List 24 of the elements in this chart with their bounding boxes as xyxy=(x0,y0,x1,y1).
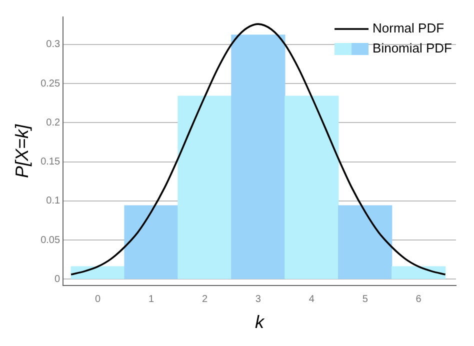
bar xyxy=(231,34,286,279)
x-tick-label: 0 xyxy=(95,294,102,306)
y-tick-label: 0.15 xyxy=(40,156,60,168)
legend-label: Binomial PDF xyxy=(372,40,452,56)
y-tick-label: 0 xyxy=(54,274,60,285)
y-tick-label: 0.2 xyxy=(46,117,60,128)
x-tick-label: 6 xyxy=(416,294,422,306)
y-tick-label: 0.1 xyxy=(46,196,60,207)
y-tick-label: 0.25 xyxy=(40,78,60,90)
y-tick-label: 0.3 xyxy=(46,39,60,50)
bar xyxy=(284,96,339,279)
bar xyxy=(392,266,446,279)
x-tick-label: 2 xyxy=(202,294,208,306)
y-axis-title: P[X=k] xyxy=(12,123,32,178)
x-axis-title: k xyxy=(255,312,266,332)
bar xyxy=(338,205,392,279)
y-tick-label: 0.05 xyxy=(40,234,60,246)
bar xyxy=(178,96,232,279)
x-tick-label: 3 xyxy=(255,294,262,306)
x-tick-label: 4 xyxy=(308,294,315,306)
x-tick-label: 1 xyxy=(148,294,154,306)
x-tick-label: 5 xyxy=(362,294,368,306)
bar xyxy=(124,205,178,279)
legend-label: Normal PDF xyxy=(372,20,444,36)
